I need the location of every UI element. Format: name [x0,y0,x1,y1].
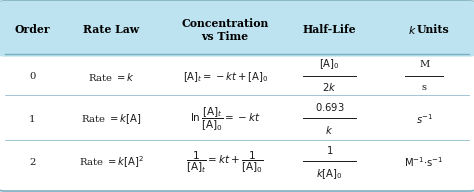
Text: $\mathrm{ln}\,\dfrac{[\mathrm{A}]_t}{[\mathrm{A}]_0} = -kt$: $\mathrm{ln}\,\dfrac{[\mathrm{A}]_t}{[\m… [190,106,260,132]
Text: $1$: $1$ [326,144,333,156]
Text: $k[\mathrm{A}]_0$: $k[\mathrm{A}]_0$ [316,167,343,181]
Text: $0.693$: $0.693$ [315,101,344,113]
Text: 1: 1 [29,115,36,123]
Text: 0: 0 [29,72,36,81]
Text: $[\mathrm{A}]_0$: $[\mathrm{A}]_0$ [319,57,340,71]
Text: M: M [419,60,429,69]
Text: $k$: $k$ [325,124,334,136]
Text: $2k$: $2k$ [322,81,337,93]
Text: $\mathit{k}$: $\mathit{k}$ [408,24,417,36]
Text: Rate $= k$: Rate $= k$ [88,71,135,83]
Bar [5,42,469,54]
Text: $\mathrm{M}^{-1}{\cdot}\mathrm{s}^{-1}$: $\mathrm{M}^{-1}{\cdot}\mathrm{s}^{-1}$ [404,155,444,169]
Text: Units: Units [416,24,449,35]
Text: $s^{-1}$: $s^{-1}$ [416,112,433,126]
Text: Rate $= k[\mathrm{A}]^2$: Rate $= k[\mathrm{A}]^2$ [79,154,144,170]
Text: s: s [422,83,427,92]
Text: Order: Order [14,24,50,35]
Text: Rate $= k[\mathrm{A}]$: Rate $= k[\mathrm{A}]$ [81,112,142,126]
Text: $\dfrac{1}{[\mathrm{A}]_t} = kt + \dfrac{1}{[\mathrm{A}]_0}$: $\dfrac{1}{[\mathrm{A}]_t} = kt + \dfrac… [186,150,264,175]
Text: Half-Life: Half-Life [302,24,356,35]
FancyBboxPatch shape [0,1,474,57]
Text: Rate Law: Rate Law [83,24,139,35]
Text: Concentration
vs Time: Concentration vs Time [182,18,269,42]
Text: $[\mathrm{A}]_t = -kt + [\mathrm{A}]_0$: $[\mathrm{A}]_t = -kt + [\mathrm{A}]_0$ [182,70,268,84]
Text: 2: 2 [29,158,36,167]
